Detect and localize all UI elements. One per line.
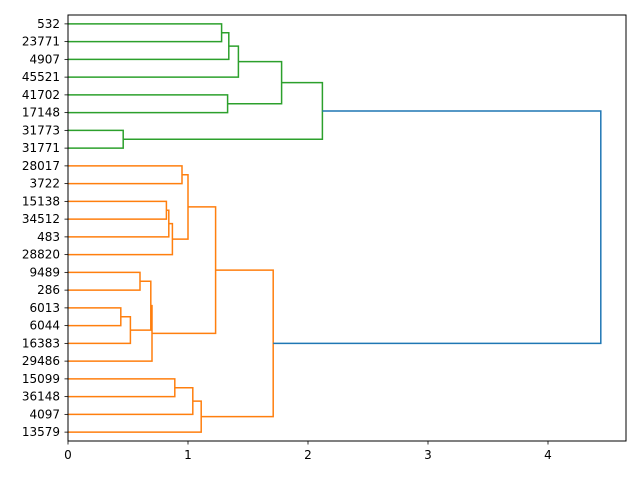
leaf-label: 28017	[22, 159, 60, 173]
dendrogram-link	[68, 32, 230, 61]
dendrogram-link	[68, 200, 168, 220]
leaf-label: 28820	[22, 248, 60, 262]
leaf-label: 9489	[29, 265, 60, 279]
dendrogram-link	[201, 269, 274, 418]
leaf-label: 15099	[22, 372, 60, 386]
dendrogram-link	[68, 165, 183, 185]
dendrogram-link	[123, 81, 324, 140]
leaf-label: 36148	[22, 390, 60, 404]
dendrogram-link	[68, 307, 122, 327]
x-tick-label: 4	[544, 448, 552, 462]
dendrogram-links	[68, 23, 602, 433]
leaf-label: 286	[37, 283, 60, 297]
dendrogram-link	[227, 60, 283, 105]
leaf-label: 29486	[22, 354, 60, 368]
x-tick-label: 3	[424, 448, 432, 462]
leaf-label: 15138	[22, 194, 60, 208]
leaf-label: 31773	[22, 123, 60, 137]
leaf-label: 4907	[29, 52, 60, 66]
dendrogram-link	[68, 129, 124, 149]
y-axis-ticks: 532 23771 4907 45521 41702 17148 31773 31771 280…	[22, 17, 68, 439]
dendrogram-link	[273, 110, 602, 345]
dendrogram-link	[68, 400, 202, 433]
leaf-label: 45521	[22, 70, 60, 84]
leaf-label: 16383	[22, 336, 60, 350]
x-axis-ticks: 0 1 2 3 4	[64, 441, 552, 462]
leaf-label: 483	[37, 230, 60, 244]
x-tick-label: 0	[64, 448, 72, 462]
dendrogram-link	[172, 174, 189, 240]
leaf-label: 4097	[29, 407, 60, 421]
x-tick-label: 2	[304, 448, 312, 462]
x-tick-label: 1	[184, 448, 192, 462]
dendrogram-link	[68, 45, 240, 78]
leaf-label: 23771	[22, 35, 60, 49]
dendrogram-link	[68, 222, 174, 256]
dendrogram-link	[68, 271, 141, 291]
plot-frame	[67, 14, 627, 442]
dendrogram-link	[68, 23, 223, 43]
leaf-label: 34512	[22, 212, 60, 226]
leaf-label: 6013	[29, 301, 60, 315]
dendrogram-link	[152, 206, 217, 335]
leaf-label: 3722	[29, 177, 60, 191]
leaf-label: 31771	[22, 141, 60, 155]
dendrogram-link	[68, 378, 176, 398]
leaf-label: 6044	[29, 319, 60, 333]
leaf-label: 41702	[22, 88, 60, 102]
dendrogram-link	[68, 304, 153, 362]
leaf-label: 17148	[22, 106, 60, 120]
leaf-label: 13579	[22, 425, 60, 439]
leaf-label: 532	[37, 17, 60, 31]
dendrogram-link	[68, 94, 229, 114]
dendrogram-link	[68, 209, 170, 238]
